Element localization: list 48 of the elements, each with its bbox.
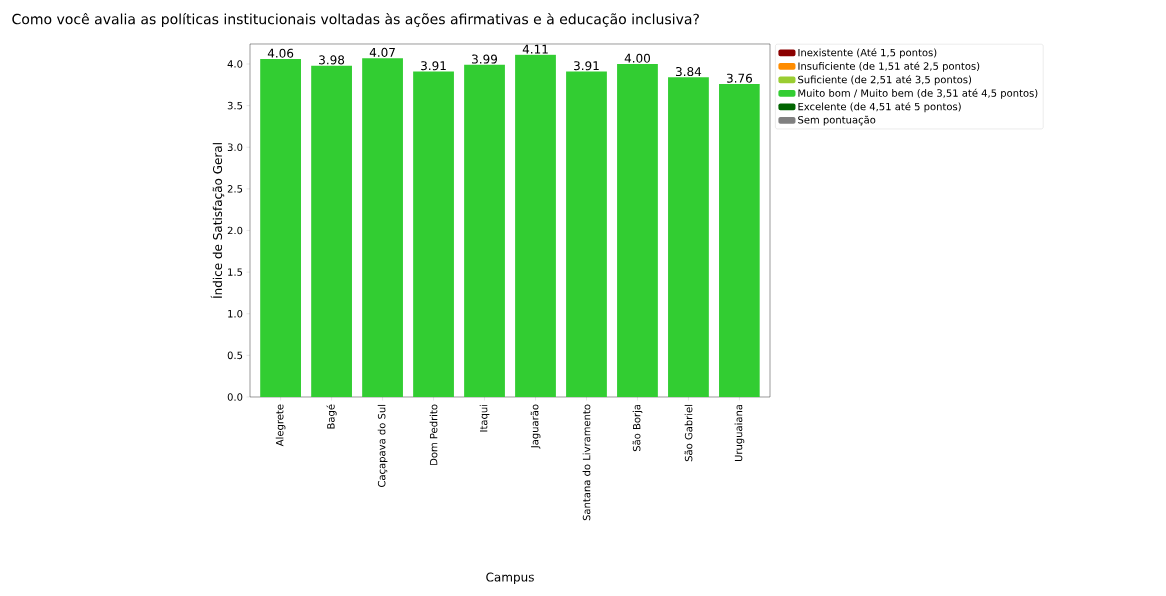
bar <box>566 71 607 397</box>
legend-label: Suficiente (de 2,51 até 3,5 pontos) <box>798 75 972 86</box>
bar <box>311 65 352 397</box>
x-tick-label: Caçapava do Sul <box>377 404 388 487</box>
legend-label: Sem pontuação <box>798 115 876 126</box>
x-tick-label: São Borja <box>632 404 643 452</box>
chart-title: Como você avalia as políticas institucionais voltadas às ações afirmativas e à educação inclusiva? <box>12 12 699 28</box>
x-tick-label: Jaguarão <box>530 404 541 449</box>
data-label: 4.00 <box>624 53 651 63</box>
data-label: 3.76 <box>726 73 753 83</box>
bar <box>362 58 403 397</box>
x-tick-label: Santana do Livramento <box>582 404 591 521</box>
data-label: 3.98 <box>319 55 345 65</box>
x-tick-label: Dom Pedrito <box>429 404 438 465</box>
bar <box>464 64 505 397</box>
legend-label: Inexistente (Até 1,5 pontos) <box>798 48 937 59</box>
legend-label: Excelente (de 4,51 até 5 pontos) <box>798 102 961 113</box>
legend-label: Muito bom / Muito bem (de 3,51 até 4,5 pontos) <box>798 88 1038 99</box>
data-label: 3.99 <box>472 54 498 64</box>
legend-label: Insuficiente (de 1,51 até 2,5 pontos) <box>798 61 980 72</box>
y-tick-label: 0.0 <box>227 393 243 401</box>
data-label: 3.91 <box>574 61 599 71</box>
bar <box>719 83 760 397</box>
y-axis-title: Índice de Satisfação Geral <box>210 143 225 299</box>
bar <box>260 58 301 397</box>
x-tick-label: São Gabriel <box>684 404 693 462</box>
data-label: 4.06 <box>267 48 294 58</box>
x-tick-label: Bagé <box>326 404 337 429</box>
y-tick-label: 1.0 <box>228 309 243 318</box>
bar <box>617 63 658 397</box>
y-tick-label: 1.5 <box>228 268 243 276</box>
data-label: 3.91 <box>421 61 446 71</box>
bar <box>668 77 709 397</box>
data-label: 4.11 <box>522 44 548 54</box>
y-tick-label: 4.0 <box>227 60 243 68</box>
data-label: 3.84 <box>676 67 702 77</box>
y-tick-label: 3.0 <box>227 143 243 152</box>
x-tick-label: Itaqui <box>479 404 490 432</box>
bar <box>413 71 454 397</box>
x-tick-label: Uruguaiana <box>734 404 745 462</box>
data-label: 4.07 <box>369 47 395 57</box>
bar <box>515 54 556 397</box>
y-tick-label: 3.5 <box>227 101 243 110</box>
y-tick-label: 2.5 <box>227 185 243 193</box>
y-tick-label: 2.0 <box>227 226 243 235</box>
x-tick-label: Alegrete <box>275 404 286 447</box>
y-tick-label: 0.5 <box>227 351 243 360</box>
x-axis-title: Campus <box>486 572 534 584</box>
